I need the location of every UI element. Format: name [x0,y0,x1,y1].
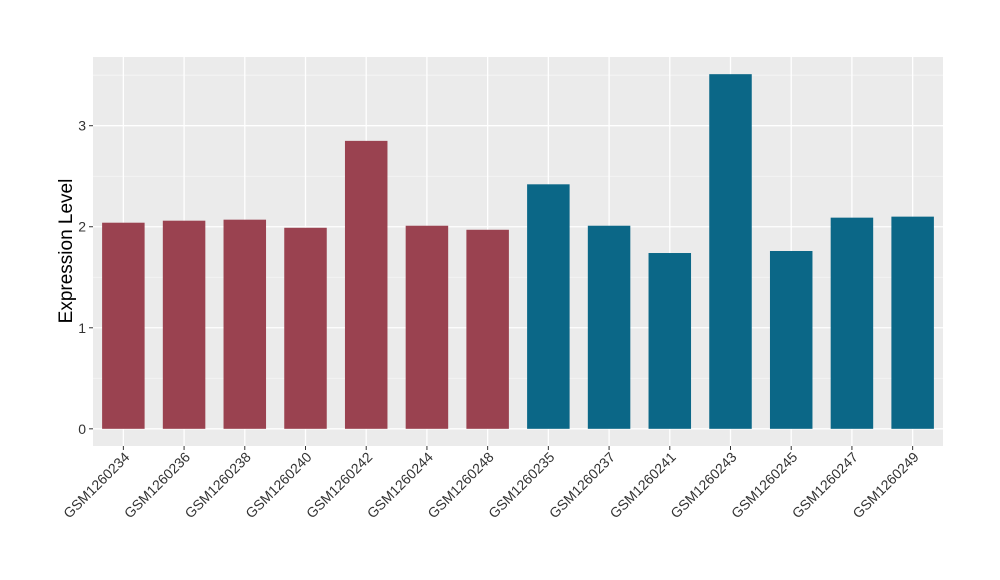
y-tick-label: 3 [78,118,86,134]
bar-GSM1260241 [648,253,692,429]
bar-GSM1260236 [162,220,206,429]
plot-panel [93,57,943,446]
y-tick-label: 0 [78,421,86,437]
y-tick-label: 1 [78,320,86,336]
bar-GSM1260247 [830,217,874,429]
bar-GSM1260242 [344,140,388,429]
bar-GSM1260234 [102,222,145,429]
y-tick-label: 2 [78,219,86,235]
bar-GSM1260249 [891,216,934,429]
bar-GSM1260248 [466,229,509,429]
bar-GSM1260243 [709,74,752,429]
bar-GSM1260244 [405,225,449,429]
bar-GSM1260237 [587,225,631,429]
bar-GSM1260245 [769,250,813,429]
bar-GSM1260238 [223,219,267,429]
bar-GSM1260240 [284,227,327,429]
bar-GSM1260235 [527,184,570,429]
y-axis-label: Expression Level [56,179,77,324]
